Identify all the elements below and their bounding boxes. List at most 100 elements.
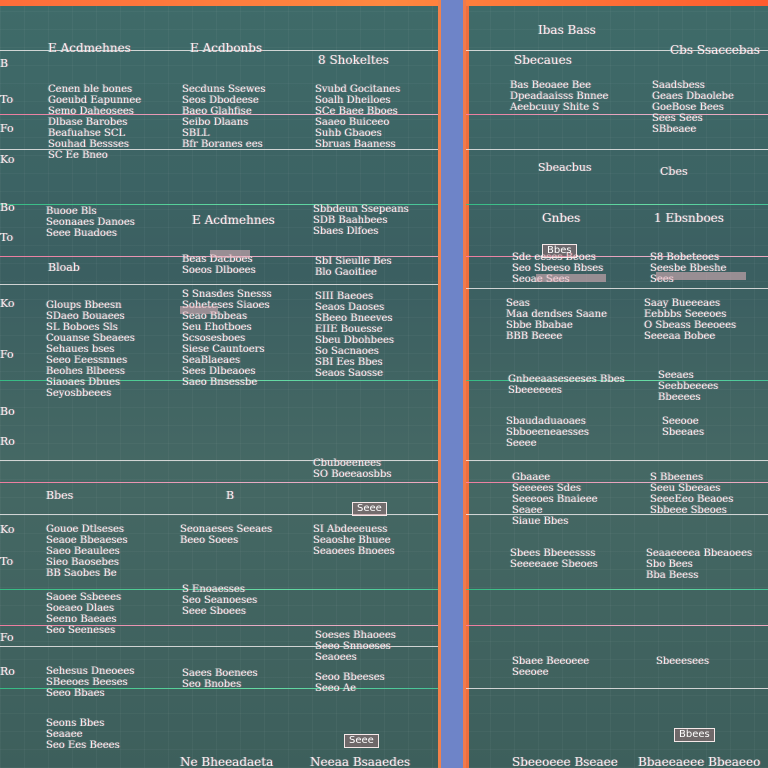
panel-title: Ibas Bass [538,23,596,37]
table-cell: Svubd Gocitanes Soalh Dheiloes SCe Baee … [315,84,401,150]
row-divider [0,482,438,483]
row-divider [0,514,438,515]
top-border [0,0,768,6]
row-label: To [0,93,14,106]
table-cell: Sehesus Dneoees SBeeoes Beeses Seeo Bbae… [46,666,135,699]
table-cell: Beas Dacboes Soeos Dlboees [182,254,256,276]
table-cell: Gouoe Dtlseses Seaoe Bbeaeses Saeo Beaul… [46,524,128,579]
row-label: Bo [0,201,15,214]
row-divider [0,380,438,381]
row-label: Ko [0,523,15,536]
row-divider [466,625,768,626]
status-badge[interactable]: Bbes [542,244,577,258]
table-cell: Cbes [660,165,688,178]
table-cell: Seaaeeeea Bbeaoees Sbo Bees Bba Beess [646,548,753,581]
row-divider [0,460,438,461]
table-cell: SI Abdeeeuess Seaoshe Bhuee Seaoees Bnoe… [313,524,395,557]
table-cell: Seas Maa dendses Saane Sbbe Bbabae BBB B… [506,298,607,342]
table-cell: Saees Boenees Seo Bnobes [182,668,258,690]
right-panel: Ibas Bass Sbecaues Cbs Ssaccebas Bas Beo… [466,6,768,768]
table-cell: S8 Bobeteoes Seesbe Bbeshe Sees [650,252,727,285]
table-cell: Sbeeesees [656,656,710,667]
table-cell: Soeses Bhaoees Seeo Snnoeses Seaoees [315,630,396,663]
row-divider [0,204,438,205]
table-cell: Bbes [46,489,74,502]
row-label: Ro [0,665,15,678]
row-divider [0,589,438,590]
table-cell: Seoo Bbeeses Seeo Ae [315,672,385,694]
row-label: B [0,57,9,70]
status-badge[interactable]: Bbees [674,728,715,742]
row-label: Ko [0,153,15,166]
row-divider [466,482,768,483]
table-cell: Gnbeeaaseseeses Bbes Sbeeeeees [508,374,625,396]
table-cell: Sbaudaduaoaes Sbboeeneaesses Seeee [506,416,590,449]
table-cell: S Snasdes Snesss Soheteses Siaoes Seao B… [182,289,272,388]
column-header: E Acdbonbs [190,41,263,55]
row-divider [466,589,768,590]
table-cell: S Enoaesses Seo Seanoeses Seee Sboees [182,584,258,617]
table-cell: Sbeeoeee Bseaee [512,755,618,768]
highlight-bar [210,250,250,258]
row-divider [466,204,768,205]
row-divider [0,688,438,689]
highlight-bar [536,274,606,282]
highlight-bar [656,272,746,280]
pane-border [466,6,469,768]
row-divider [466,50,768,51]
row-divider [466,288,768,289]
table-cell: Bas Beoaee Bee Dpeadaaisss Bnnee Aeebcuu… [510,80,609,113]
table-cell: Bbaeeaeee Bbeaeeo [638,755,761,768]
table-cell: Saay Bueeeaes Eebbbs Seeeoes O Sbeass Be… [644,298,737,342]
row-label: Fo [0,122,14,135]
row-divider [466,256,768,257]
table-cell: Cbuboeenees SO Boeeaosbbs [313,458,392,480]
row-divider [0,284,438,285]
table-cell: Seons Bbes Seaaee Seo Ees Beees [46,718,120,751]
table-cell: B [226,489,235,502]
row-divider [0,646,438,647]
row-label: Fo [0,631,14,644]
table-cell: Bloab [48,261,80,274]
table-cell: Gnbes [542,211,581,225]
row-divider [0,625,438,626]
column-header: E Acdmehnes [48,41,131,55]
row-label: Ko [0,297,15,310]
row-label: Ro [0,435,15,448]
row-label: To [0,555,14,568]
table-cell: Cenen ble bones Goeubd Eapunnee Semo Dah… [48,84,142,161]
table-cell: E Acdmehnes [192,213,275,227]
table-cell: Buooe Bls Seonaaes Danoes Seee Buadoes [46,206,135,239]
table-cell: Seonaeses Seeaes Beeo Soees [180,524,273,546]
row-divider [466,688,768,689]
row-divider [466,380,768,381]
table-cell: Saoee Ssbeees Soeaeo Dlaes Seeno Baeaes … [46,592,122,636]
table-cell: SIII Baeoes Seaos Daoses SBeeo Bneeves E… [315,291,395,379]
row-divider [466,514,768,515]
table-cell: Secduns Ssewes Seos Dbodeese Baeo Glahfi… [182,84,266,150]
table-cell: S Bbeenes Seeu Sbeeaes SeeeEeo Beaoes Sb… [650,472,734,516]
table-cell: 1 Ebsnboes [654,211,724,225]
column-header: Cbs Ssaccebas [670,43,760,57]
status-badge[interactable]: Seee [344,734,379,748]
pane-divider[interactable] [438,0,466,768]
highlight-bar [180,306,218,314]
row-divider [0,149,438,150]
table-cell: Sbeacbus [538,161,592,174]
table-cell: Sbaee Beeoeee Seeoee [512,656,590,678]
table-cell: SbI Sieulle Bes Blo Gaoitiee [315,256,392,278]
row-divider [466,460,768,461]
row-divider [466,149,768,150]
left-panel: B To Fo Ko Bo To Ko Fo Bo Ro Ko To Fo Ro… [0,6,438,768]
column-header: Sbecaues [514,53,572,67]
table-cell: Seeooe Sbeeaes [662,416,705,438]
row-divider [466,114,768,115]
status-badge[interactable]: Seee [352,502,387,516]
table-cell: Sbbdeun Ssepeans SDB Baahbees Sbaes Dlfo… [313,204,409,237]
table-cell: Saadsbess Geaes Dbaolebe GoeBose Bees Se… [652,80,734,135]
row-divider [0,50,438,51]
table-cell: Gloups Bbeesn SDaeo Bouaees SL Boboes Sl… [46,300,135,399]
table-cell: Gbaaee Seeeees Sdes Seeeoes Bnaieee Seae… [512,472,598,527]
column-header: 8 Shokeltes [318,53,389,67]
row-label: Fo [0,348,14,361]
